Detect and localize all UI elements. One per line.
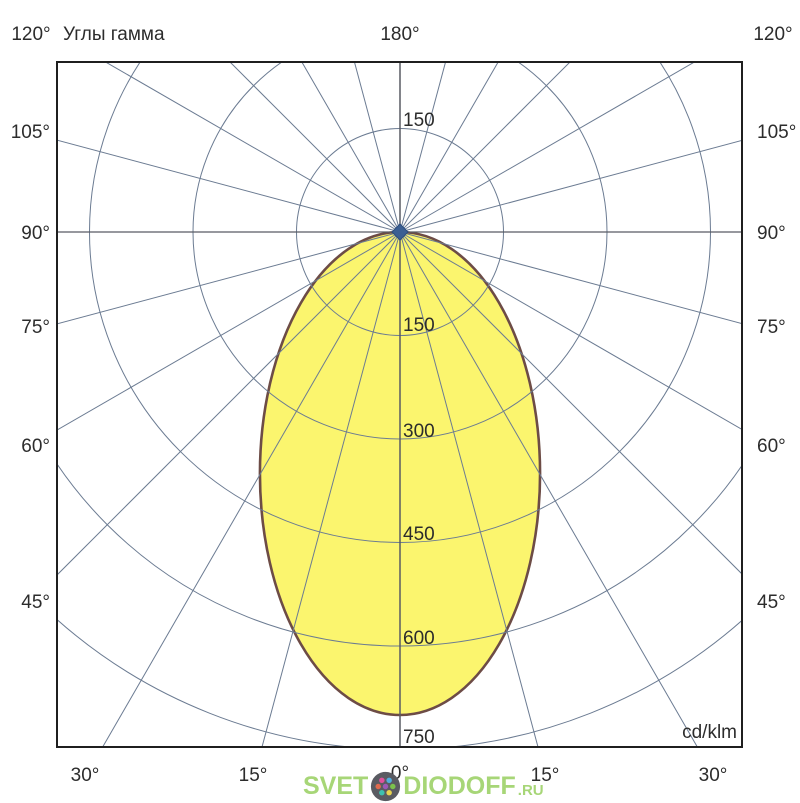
- watermark-suffix: .RU: [517, 782, 544, 799]
- grid-ray-120: [399, 62, 696, 233]
- ring-label-150: 150: [403, 315, 435, 336]
- left-angle-label-90: 90°: [21, 223, 50, 244]
- center-marker-layer: [391, 223, 409, 241]
- grid-ray-240: [104, 62, 401, 233]
- bottom-angle-label-30l: 30°: [71, 765, 100, 786]
- ring-label-150-top: 150: [403, 110, 435, 131]
- bottom-angle-label-15r: 15°: [531, 765, 560, 786]
- left-angle-label-75: 75°: [21, 317, 50, 338]
- right-angle-label-75: 75°: [757, 317, 786, 338]
- ring-label-600: 600: [403, 628, 435, 649]
- grid-ray-195: [353, 62, 401, 233]
- grid-ray-285: [57, 231, 401, 325]
- grid-ray-75: [399, 231, 742, 325]
- ring-label-750: 750: [403, 727, 435, 748]
- right-angle-label-45: 45°: [757, 592, 786, 613]
- plot-border: [56, 61, 743, 748]
- grid-ray-165: [399, 62, 447, 233]
- axes-layer: [57, 62, 742, 747]
- chart-title: Углы гамма: [63, 24, 165, 45]
- ring-label-300: 300: [403, 421, 435, 442]
- top-left-angle-label: 120°: [11, 24, 50, 45]
- watermark-text-svet: SVET: [303, 771, 369, 800]
- left-angle-label-105: 105°: [11, 122, 50, 143]
- grid-ray-45: [399, 231, 742, 575]
- right-angle-label-90: 90°: [757, 223, 786, 244]
- right-angle-label-105: 105°: [757, 122, 796, 143]
- left-angle-label-45: 45°: [21, 592, 50, 613]
- left-angle-label-60: 60°: [21, 436, 50, 457]
- unit-label: cd/klm: [682, 722, 737, 743]
- bottom-angle-label-15l: 15°: [239, 765, 268, 786]
- watermark-logo-icon: [371, 771, 401, 801]
- right-angle-label-60: 60°: [757, 436, 786, 457]
- watermark: SVET DIODOFF .RU: [303, 769, 544, 803]
- grid-ray-255: [57, 139, 401, 233]
- grid-ray-210: [301, 62, 401, 233]
- grid-ray-315: [57, 231, 401, 576]
- grid-ray-150: [399, 62, 499, 233]
- grid-ray-330: [102, 231, 401, 747]
- grid-ray-135: [399, 62, 571, 233]
- center-marker-diamond-icon: [391, 223, 409, 241]
- ring-label-450: 450: [403, 524, 435, 545]
- grid-ray-105: [399, 139, 742, 233]
- top-right-angle-label: 120°: [753, 24, 792, 45]
- grid-ray-300: [57, 231, 401, 431]
- grid-ray-30: [399, 231, 698, 747]
- top-center-angle-label: 180°: [380, 24, 419, 45]
- grid-ray-225: [229, 62, 401, 233]
- grid-ray-345: [261, 231, 401, 747]
- grid-ray-15: [399, 231, 539, 747]
- bottom-angle-label-30r: 30°: [699, 765, 728, 786]
- grid-ray-60: [399, 231, 742, 431]
- watermark-text-diodoff: DIODOFF: [403, 771, 516, 800]
